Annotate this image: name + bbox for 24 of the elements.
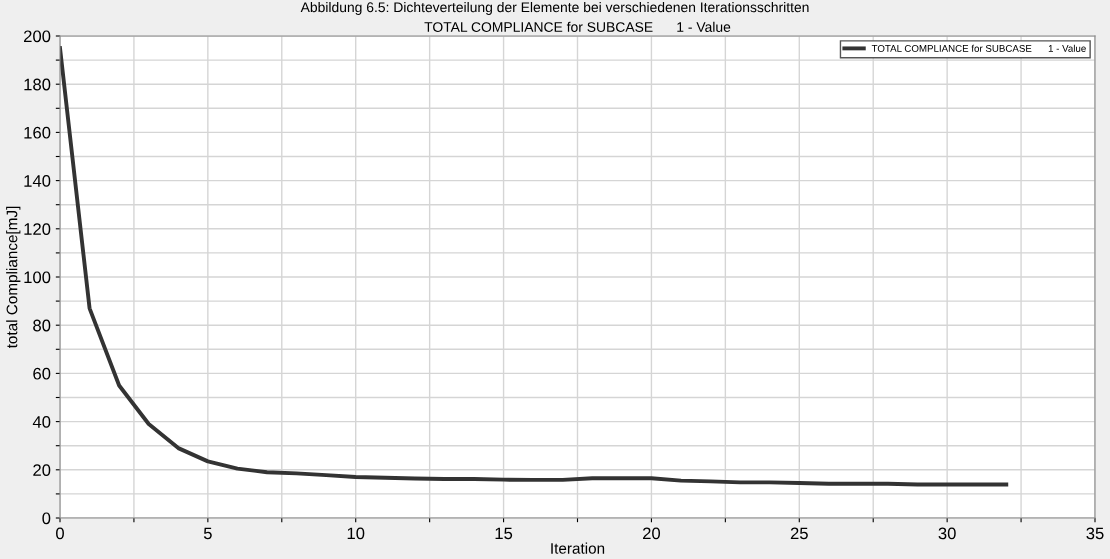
x-tick-label: 20	[643, 527, 661, 540]
y-tick-label: 200	[24, 30, 51, 43]
legend-label: TOTAL COMPLIANCE for SUBCASE 1 - Value	[871, 44, 1086, 52]
x-tick-label: 25	[790, 527, 808, 540]
chart-title: TOTAL COMPLIANCE for SUBCASE 1 - Value	[424, 21, 731, 32]
y-tick-label: 80	[33, 319, 51, 332]
x-tick-label: 30	[938, 527, 956, 540]
y-axis-title: total Compliance[mJ]	[6, 206, 21, 349]
x-tick-label: 5	[203, 527, 212, 540]
x-tick-label: 0	[56, 527, 64, 540]
y-tick-label: 0	[42, 512, 51, 525]
x-tick-label: 35	[1086, 527, 1104, 540]
y-tick-label: 60	[33, 367, 51, 380]
y-tick-label: 20	[33, 464, 51, 476]
y-tick-label: 40	[32, 416, 51, 428]
x-axis-title: Iteration	[551, 542, 605, 554]
y-tick-label: 140	[24, 175, 51, 187]
text: Abbildung 6.5: Dichteverteilung der Elemente bei verschiedenen Iterationsschritten	[300, 2, 809, 15]
x-tick-label: 10	[347, 527, 365, 540]
y-tick-label: 160	[24, 126, 51, 139]
y-tick-label: 120	[24, 223, 51, 235]
y-tick-label: 180	[24, 78, 51, 91]
y-tick-label: 100	[24, 271, 51, 284]
x-tick-label: 15	[495, 527, 513, 540]
